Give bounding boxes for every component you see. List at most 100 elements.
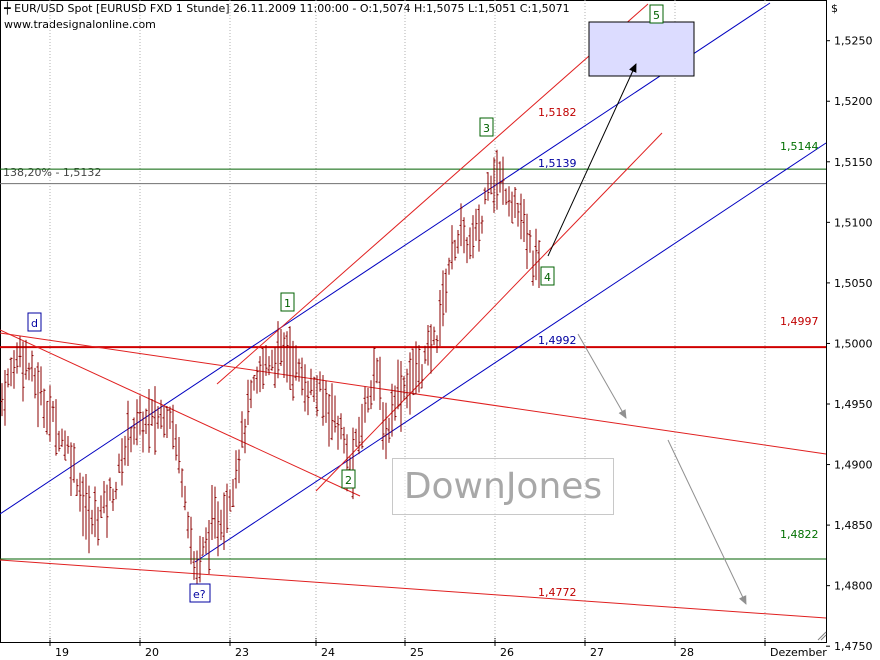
ohlc-bar (273, 347, 277, 388)
ohlc-bar (402, 376, 406, 401)
ohlc-bar (420, 364, 424, 389)
ohlc-bar (27, 362, 31, 381)
wave-label: 5 (653, 9, 660, 22)
y-tick-label: 1,4800 (834, 580, 873, 593)
wave-label: 1 (284, 297, 291, 310)
ohlc-bar (132, 417, 136, 445)
ohlc-bar (516, 202, 520, 227)
ohlc-bar (81, 476, 85, 537)
ohlc-bar (423, 345, 427, 364)
wave-label-box (649, 4, 664, 24)
ohlc-bar (249, 379, 253, 409)
ohlc-bar (174, 424, 178, 461)
ohlc-bar (384, 402, 388, 460)
ohlc-bar (453, 239, 457, 261)
chart-title-text: EUR/USD Spot [EURUSD FXD 1 Stunde] 26.11… (14, 2, 570, 15)
x-tick-label: 23 (235, 646, 249, 659)
ohlc-bar (519, 193, 523, 240)
ohlc-bar (213, 486, 217, 539)
ohlc-bar (381, 402, 385, 450)
ohlc-bar (165, 406, 169, 438)
ohlc-bar (135, 399, 139, 446)
ohlc-bar (303, 364, 307, 412)
ohlc-bar (282, 332, 286, 379)
ohlc-bar (294, 345, 298, 381)
ohlc-bar (360, 403, 364, 449)
ohlc-bar (315, 375, 319, 417)
ohlc-bar (42, 388, 46, 429)
wave-label: 2 (345, 474, 352, 487)
ohlc-bar (12, 350, 16, 389)
ohlc-bar (456, 230, 460, 254)
ohlc-bar (102, 480, 106, 514)
ohlc-bar (147, 389, 151, 453)
ohlc-bar (393, 385, 397, 421)
y-tick-label: 1,4900 (834, 459, 873, 472)
ohlc-bar (408, 352, 412, 415)
ohlc-bar (159, 399, 163, 429)
ohlc-bar (501, 156, 505, 205)
ohlc-bar (105, 484, 109, 538)
x-tick-label: 28 (680, 646, 694, 659)
y-tick-label: 1,5100 (834, 216, 873, 229)
ohlc-bar (123, 435, 127, 466)
x-tick-label: Dezember (770, 646, 827, 659)
ohlc-bar (63, 430, 67, 461)
ohlc-bar (30, 350, 34, 382)
ohlc-bar (168, 406, 172, 429)
ohlc-bar (369, 380, 373, 410)
ohlc-bar (321, 375, 325, 426)
ohlc-bar (471, 215, 475, 259)
ohlc-bar (66, 435, 70, 454)
ohlc-bar (177, 437, 181, 474)
ohlc-bar (84, 474, 88, 540)
blue-channel-upper (0, 2, 771, 515)
ohlc-bar (396, 359, 400, 410)
ohlc-bar (171, 404, 175, 450)
ohlc-bar (15, 342, 19, 374)
ohlc-bar (75, 478, 79, 496)
ohlc-bar (354, 428, 358, 447)
x-tick-label: 26 (500, 646, 514, 659)
chart-subtitle: www.tradesignalonline.com (4, 18, 156, 31)
ohlc-bar (60, 428, 64, 447)
ohlc-bar (483, 187, 487, 205)
y-tick-label: 1,4850 (834, 519, 873, 532)
ohlc-bar (375, 357, 379, 384)
ohlc-bar (228, 489, 232, 512)
ohlc-bar (270, 349, 274, 371)
wave-label-box (189, 583, 211, 603)
target-arrow (547, 63, 637, 257)
ohlc-bar (57, 430, 61, 452)
y-tick-label: 1,4950 (834, 398, 873, 411)
level-label: 1,4822 (780, 528, 819, 541)
ohlc-bar (114, 481, 118, 500)
plot-frame (0, 0, 827, 643)
ohlc-bar (489, 175, 493, 195)
ohlc-bar (225, 483, 229, 534)
ohlc-bar (357, 416, 361, 455)
ohlc-bar (156, 406, 160, 429)
y-tick-label: 1,5250 (834, 35, 873, 48)
ohlc-bar (51, 400, 55, 423)
ohlc-bar (186, 511, 190, 539)
y-tick-label: 1,4750 (834, 640, 873, 653)
ohlc-bar (3, 370, 7, 426)
ohlc-bar (204, 527, 208, 554)
ohlc-bar (267, 356, 271, 376)
ohlc-bar (201, 536, 205, 556)
wave-label-box (280, 292, 295, 312)
ohlc-bar (72, 443, 76, 483)
ohlc-bar (24, 339, 28, 380)
ohlc-bar (531, 250, 535, 286)
ohlc-bar (255, 366, 259, 394)
x-tick-label: 20 (145, 646, 159, 659)
ohlc-bar (378, 356, 382, 410)
ohlc-bar (99, 495, 103, 518)
wave-label: 3 (483, 122, 490, 135)
ohlc-bar (141, 411, 145, 453)
x-tick-label: 19 (55, 646, 69, 659)
ohlc-bar (153, 386, 157, 455)
wave-label-box (27, 312, 42, 332)
ohlc-bar (435, 335, 439, 353)
